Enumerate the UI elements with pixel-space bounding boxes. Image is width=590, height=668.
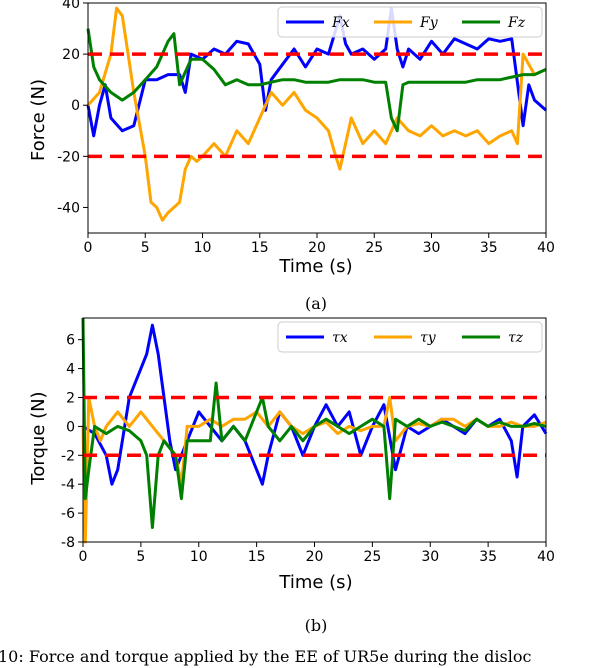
y-tick-label-1-1: 4 — [66, 362, 75, 378]
y-tick-label-0-4: -40 — [57, 200, 80, 216]
x-tick-label-0-8: 40 — [537, 240, 555, 256]
x-tick-label-1-2: 10 — [190, 549, 208, 565]
figure-caption: 10: Force and torque applied by the EE o… — [0, 647, 531, 666]
x-tick-label-0-4: 20 — [308, 240, 326, 256]
y-tick-label-1-0: 6 — [66, 333, 75, 349]
legend-label-0-0: Fx — [331, 15, 350, 31]
force-chart-ylabel: Force (N) — [28, 79, 49, 161]
y-tick-label-1-5: -4 — [61, 477, 75, 493]
legend-label-0-2: Fz — [507, 15, 526, 31]
legend-label-1-2: τz — [508, 330, 524, 346]
y-tick-label-1-4: -2 — [61, 448, 75, 464]
series-line-1-2 — [81, 317, 547, 529]
legend-label-0-1: Fy — [419, 15, 439, 31]
y-tick-label-1-2: 2 — [66, 390, 75, 406]
y-tick-label-1-3: 0 — [66, 419, 75, 435]
force-chart-sublabel: (a) — [305, 294, 327, 313]
series-line-0-2 — [86, 28, 547, 133]
x-tick-label-0-7: 35 — [480, 240, 498, 256]
x-tick-label-0-2: 10 — [194, 240, 212, 256]
torque-chart-ylabel: Torque (N) — [28, 391, 49, 485]
legend-label-1-0: τx — [332, 330, 348, 346]
x-tick-label-1-5: 25 — [363, 549, 381, 565]
x-tick-label-0-6: 30 — [423, 240, 441, 256]
series-line-0-0 — [86, 6, 547, 138]
x-tick-label-1-6: 30 — [421, 549, 439, 565]
y-tick-label-1-7: -8 — [61, 535, 75, 551]
x-tick-label-1-4: 20 — [306, 549, 324, 565]
torque-chart-sublabel: (b) — [305, 616, 328, 635]
y-tick-label-1-6: -6 — [61, 506, 75, 522]
force-chart: Force (N) Time (s) (a) 0 5 10 15 20 25 30 35 40 4… — [28, 0, 555, 313]
x-tick-label-1-8: 40 — [537, 549, 555, 565]
y-tick-label-0-3: -20 — [57, 149, 80, 165]
x-tick-label-1-3: 15 — [248, 549, 266, 565]
y-tick-label-0-2: 0 — [71, 98, 80, 114]
x-tick-label-0-1: 5 — [141, 240, 150, 256]
force-chart-xlabel: Time (s) — [278, 256, 352, 277]
series-line-1-1 — [81, 396, 547, 544]
torque-chart: Torque (N) Time (s) (b) 0 5 10 15 20 25 30 35 40… — [28, 317, 555, 635]
legend-label-1-1: τy — [420, 330, 437, 346]
series-line-0-1 — [86, 6, 547, 222]
x-tick-label-0-3: 15 — [251, 240, 269, 256]
x-tick-label-1-0: 0 — [79, 549, 88, 565]
x-tick-label-1-1: 5 — [136, 549, 145, 565]
torque-chart-xlabel: Time (s) — [278, 572, 352, 593]
x-tick-label-0-5: 25 — [365, 240, 383, 256]
x-tick-label-1-7: 35 — [479, 549, 497, 565]
y-tick-label-0-1: 20 — [62, 47, 80, 63]
y-tick-label-0-0: 40 — [62, 0, 80, 12]
x-tick-label-0-0: 0 — [84, 240, 93, 256]
